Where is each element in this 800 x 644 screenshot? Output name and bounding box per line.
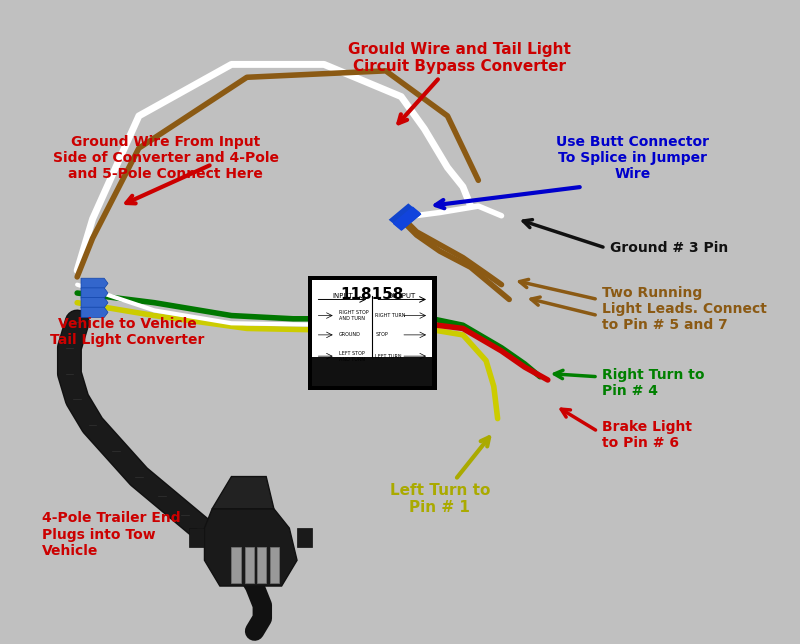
Text: 118158: 118158 [341, 287, 404, 301]
Text: OUTPUT: OUTPUT [388, 293, 416, 299]
Text: LEFT TURN: LEFT TURN [375, 354, 402, 359]
Text: Brake Light
to Pin # 6: Brake Light to Pin # 6 [602, 420, 692, 450]
Text: Two Running
Light Leads. Connect
to Pin # 5 and 7: Two Running Light Leads. Connect to Pin … [602, 286, 766, 332]
Bar [313, 280, 432, 357]
Text: RIGHT TURN: RIGHT TURN [375, 313, 406, 318]
Text: Left Turn to
Pin # 1: Left Turn to Pin # 1 [390, 483, 490, 515]
Bar [308, 276, 437, 390]
Polygon shape [297, 528, 313, 547]
Text: LEFT STOP
AND TURN: LEFT STOP AND TURN [338, 351, 365, 361]
Bar [313, 357, 432, 386]
Text: GROUND: GROUND [338, 332, 361, 337]
Bar [231, 547, 241, 583]
Bar [257, 547, 266, 583]
Text: STOP: STOP [375, 332, 388, 337]
Text: Grould Wire and Tail Light
Circuit Bypass Converter: Grould Wire and Tail Light Circuit Bypas… [348, 42, 570, 74]
Text: 4-Pole Trailer End
Plugs into Tow
Vehicle: 4-Pole Trailer End Plugs into Tow Vehicl… [42, 511, 181, 558]
Polygon shape [205, 509, 297, 586]
Polygon shape [81, 278, 108, 289]
Text: Use Butt Connector
To Splice in Jumper
Wire: Use Butt Connector To Splice in Jumper W… [556, 135, 709, 181]
Polygon shape [212, 477, 274, 509]
Bar [245, 547, 254, 583]
Polygon shape [81, 298, 108, 308]
Bar [389, 204, 422, 231]
Polygon shape [81, 307, 108, 317]
Polygon shape [189, 528, 205, 547]
Text: Ground Wire From Input
Side of Converter and 4-Pole
and 5-Pole Connect Here: Ground Wire From Input Side of Converter… [53, 135, 279, 181]
Text: Ground # 3 Pin: Ground # 3 Pin [610, 241, 728, 255]
Bar [270, 547, 279, 583]
Polygon shape [394, 207, 421, 230]
Text: Vehicle to Vehicle
Tail Light Converter: Vehicle to Vehicle Tail Light Converter [50, 317, 205, 346]
Polygon shape [81, 288, 108, 298]
Text: Right Turn to
Pin # 4: Right Turn to Pin # 4 [602, 368, 704, 398]
Text: RIGHT STOP
AND TURN: RIGHT STOP AND TURN [338, 310, 368, 321]
Text: INPUT: INPUT [332, 293, 353, 299]
